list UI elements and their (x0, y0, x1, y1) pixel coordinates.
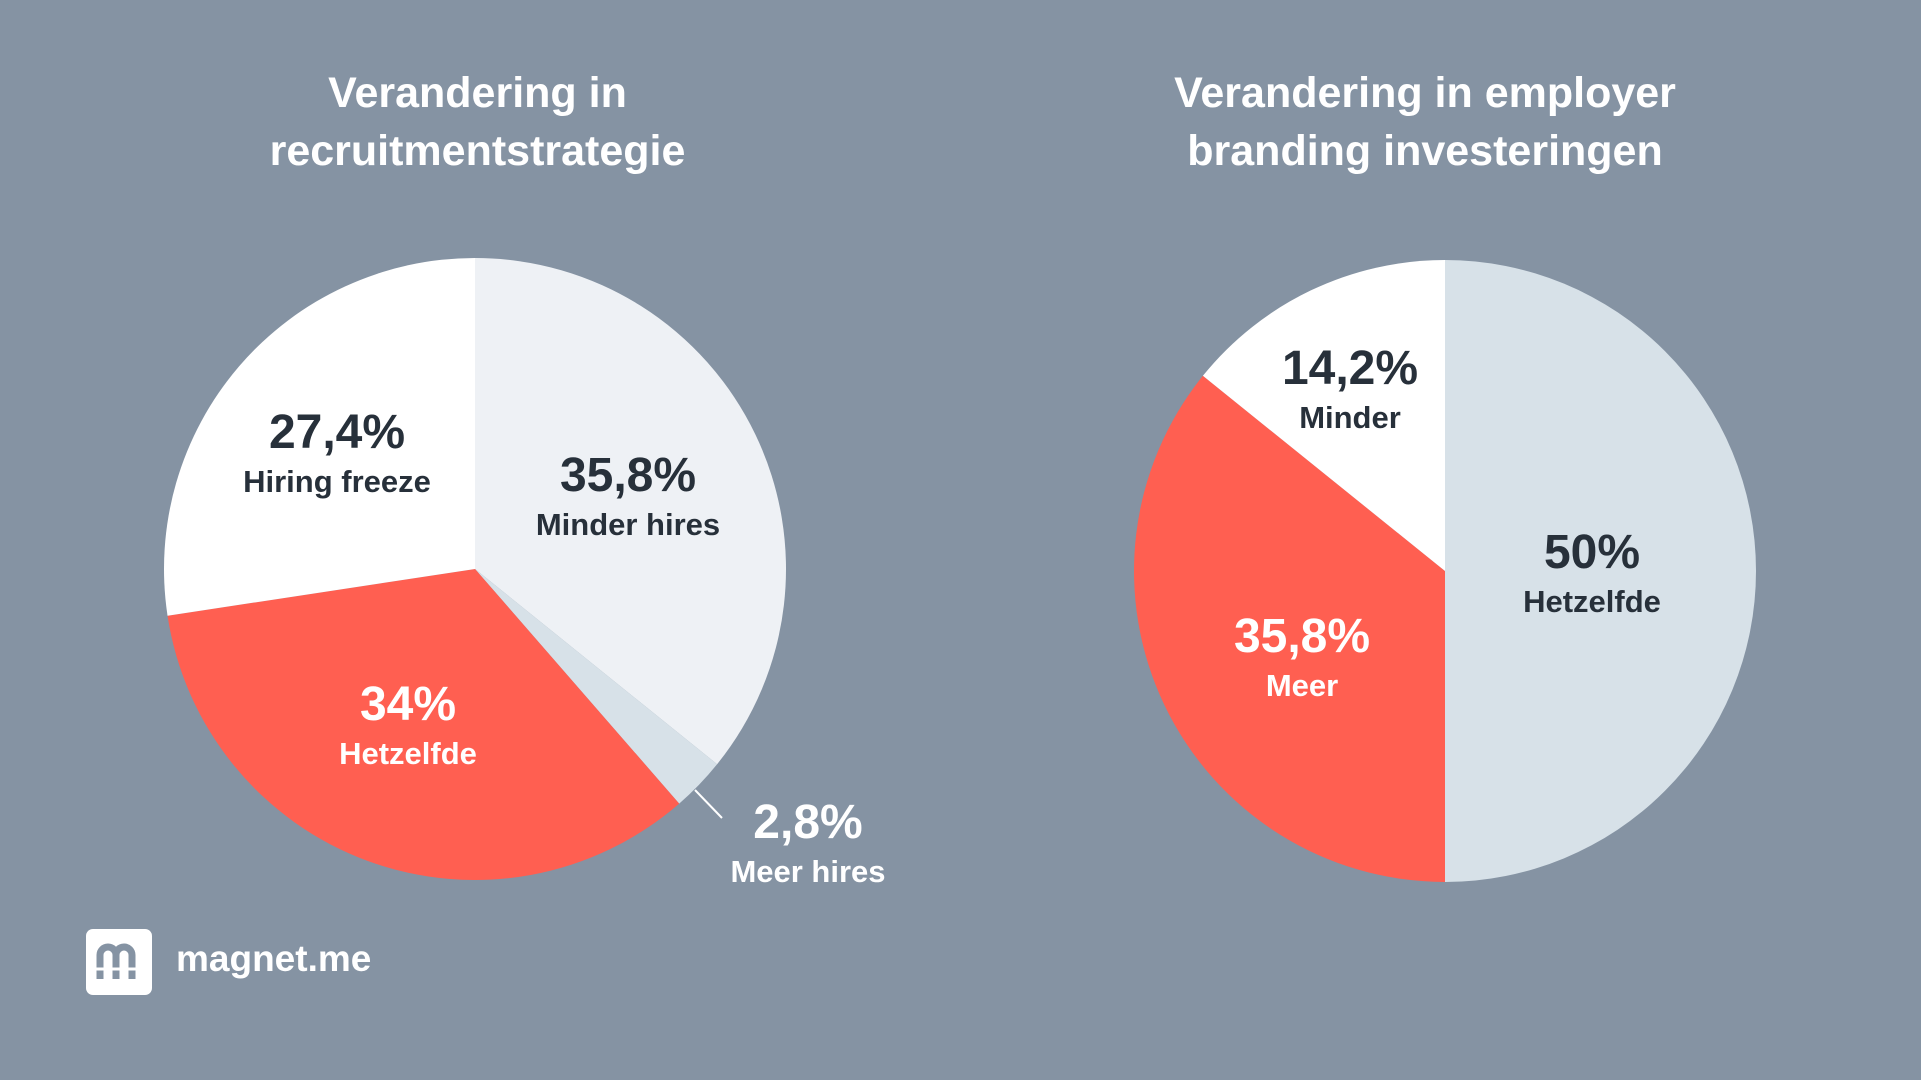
pie-chart-employer-branding: 50% Hetzelfde 35,8% Meer 14,2% Minder (1133, 260, 1756, 883)
pie-slice-meer (1133, 375, 1445, 883)
data-label-value: 50% (1544, 526, 1640, 579)
data-label-category: Hetzelfde (1523, 584, 1661, 619)
pie-slice-hiring-freeze (164, 258, 475, 616)
data-label-category: Hetzelfde (339, 736, 477, 771)
data-label-value: 35,8% (1234, 610, 1370, 663)
pie-chart-recruitment: 35,8% Minder hires 2,8% Meer hires 34% Hetzel… (164, 258, 886, 889)
pie-slice-meer-hires (475, 569, 718, 804)
data-label-category: Minder hires (536, 507, 720, 542)
data-label-value: 14,2% (1282, 342, 1418, 395)
data-label-category: Meer hires (730, 854, 885, 889)
pie-slice-hetzelfde (167, 569, 680, 881)
leader-line (694, 789, 723, 819)
magnet-logo-icon (86, 929, 152, 995)
data-label-category: Meer (1266, 668, 1338, 703)
data-label-value: 27,4% (269, 406, 405, 459)
data-label-value: 34% (360, 678, 456, 731)
data-label-category: Hiring freeze (243, 464, 431, 499)
pie-slice-minder-hires (475, 258, 786, 765)
chart-title-recruitment: Verandering in recruitmentstrategie (269, 69, 686, 175)
brand-name: magnet.me (176, 938, 372, 979)
data-label-value: 2,8% (753, 796, 862, 849)
data-label-category: Minder (1299, 400, 1401, 435)
pie-slice-hetzelfde (1445, 260, 1756, 882)
data-label-value: 35,8% (560, 449, 696, 502)
chart-title-employer-branding: Verandering in employer branding investe… (1174, 69, 1676, 175)
pie-slice-minder (1202, 260, 1445, 571)
